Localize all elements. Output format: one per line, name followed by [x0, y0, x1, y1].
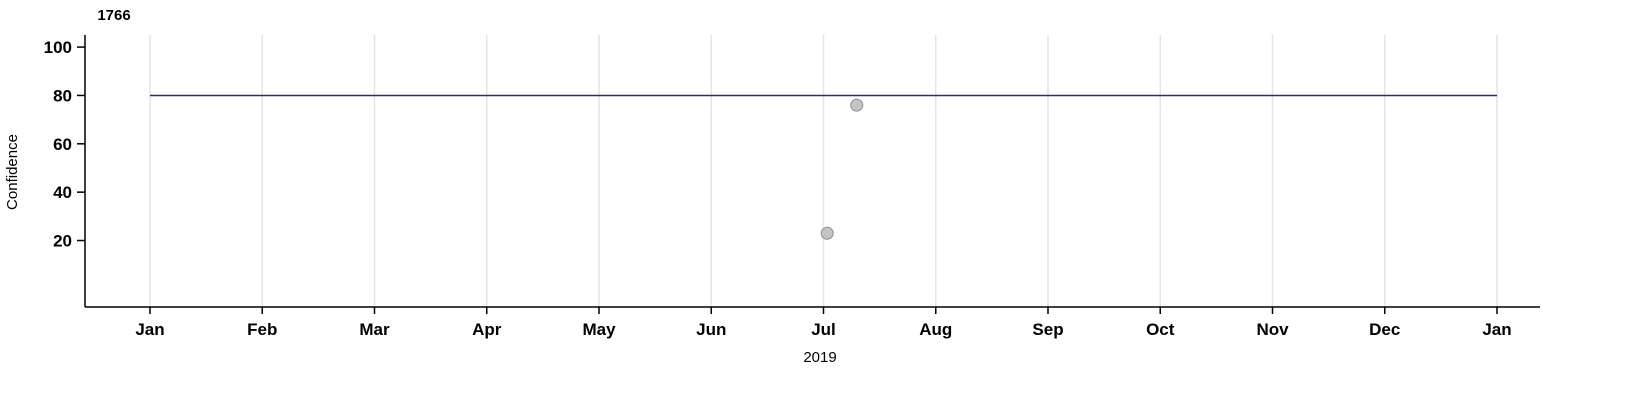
x-tick-label: Apr — [472, 320, 502, 339]
y-axis-title: Confidence — [4, 134, 21, 210]
x-tick-label: Jan — [135, 320, 164, 339]
x-axis-title: 2019 — [803, 349, 836, 366]
x-tick-label: Jan — [1482, 320, 1511, 339]
data-point — [820, 226, 834, 240]
y-tick-label: 20 — [53, 232, 72, 251]
x-tick-label: Dec — [1369, 320, 1400, 339]
series-layer — [150, 94, 1497, 240]
x-tick-label: Mar — [359, 320, 390, 339]
x-tick-label: Aug — [919, 320, 952, 339]
tick-label-layer: 20 40 60 80 100 Jan Feb Mar Apr May Jun Jul Aug Sep Oc… — [44, 38, 1512, 339]
x-tick-label: Jul — [811, 320, 836, 339]
y-tick-label: 80 — [53, 86, 72, 105]
x-tick-label: Nov — [1256, 320, 1289, 339]
x-tick-label: Sep — [1032, 320, 1063, 339]
data-point — [850, 98, 864, 112]
x-tick-label: Oct — [1146, 320, 1175, 339]
chart-title: 1766 — [97, 7, 130, 24]
y-tick-label: 40 — [53, 183, 72, 202]
x-tick-label: May — [582, 320, 616, 339]
x-tick-label: Jun — [696, 320, 726, 339]
y-tick-label: 100 — [44, 38, 72, 57]
axes-layer — [77, 35, 1540, 314]
gridline-layer — [149, 35, 1498, 307]
x-tick-label: Feb — [247, 320, 277, 339]
y-tick-label: 60 — [53, 135, 72, 154]
